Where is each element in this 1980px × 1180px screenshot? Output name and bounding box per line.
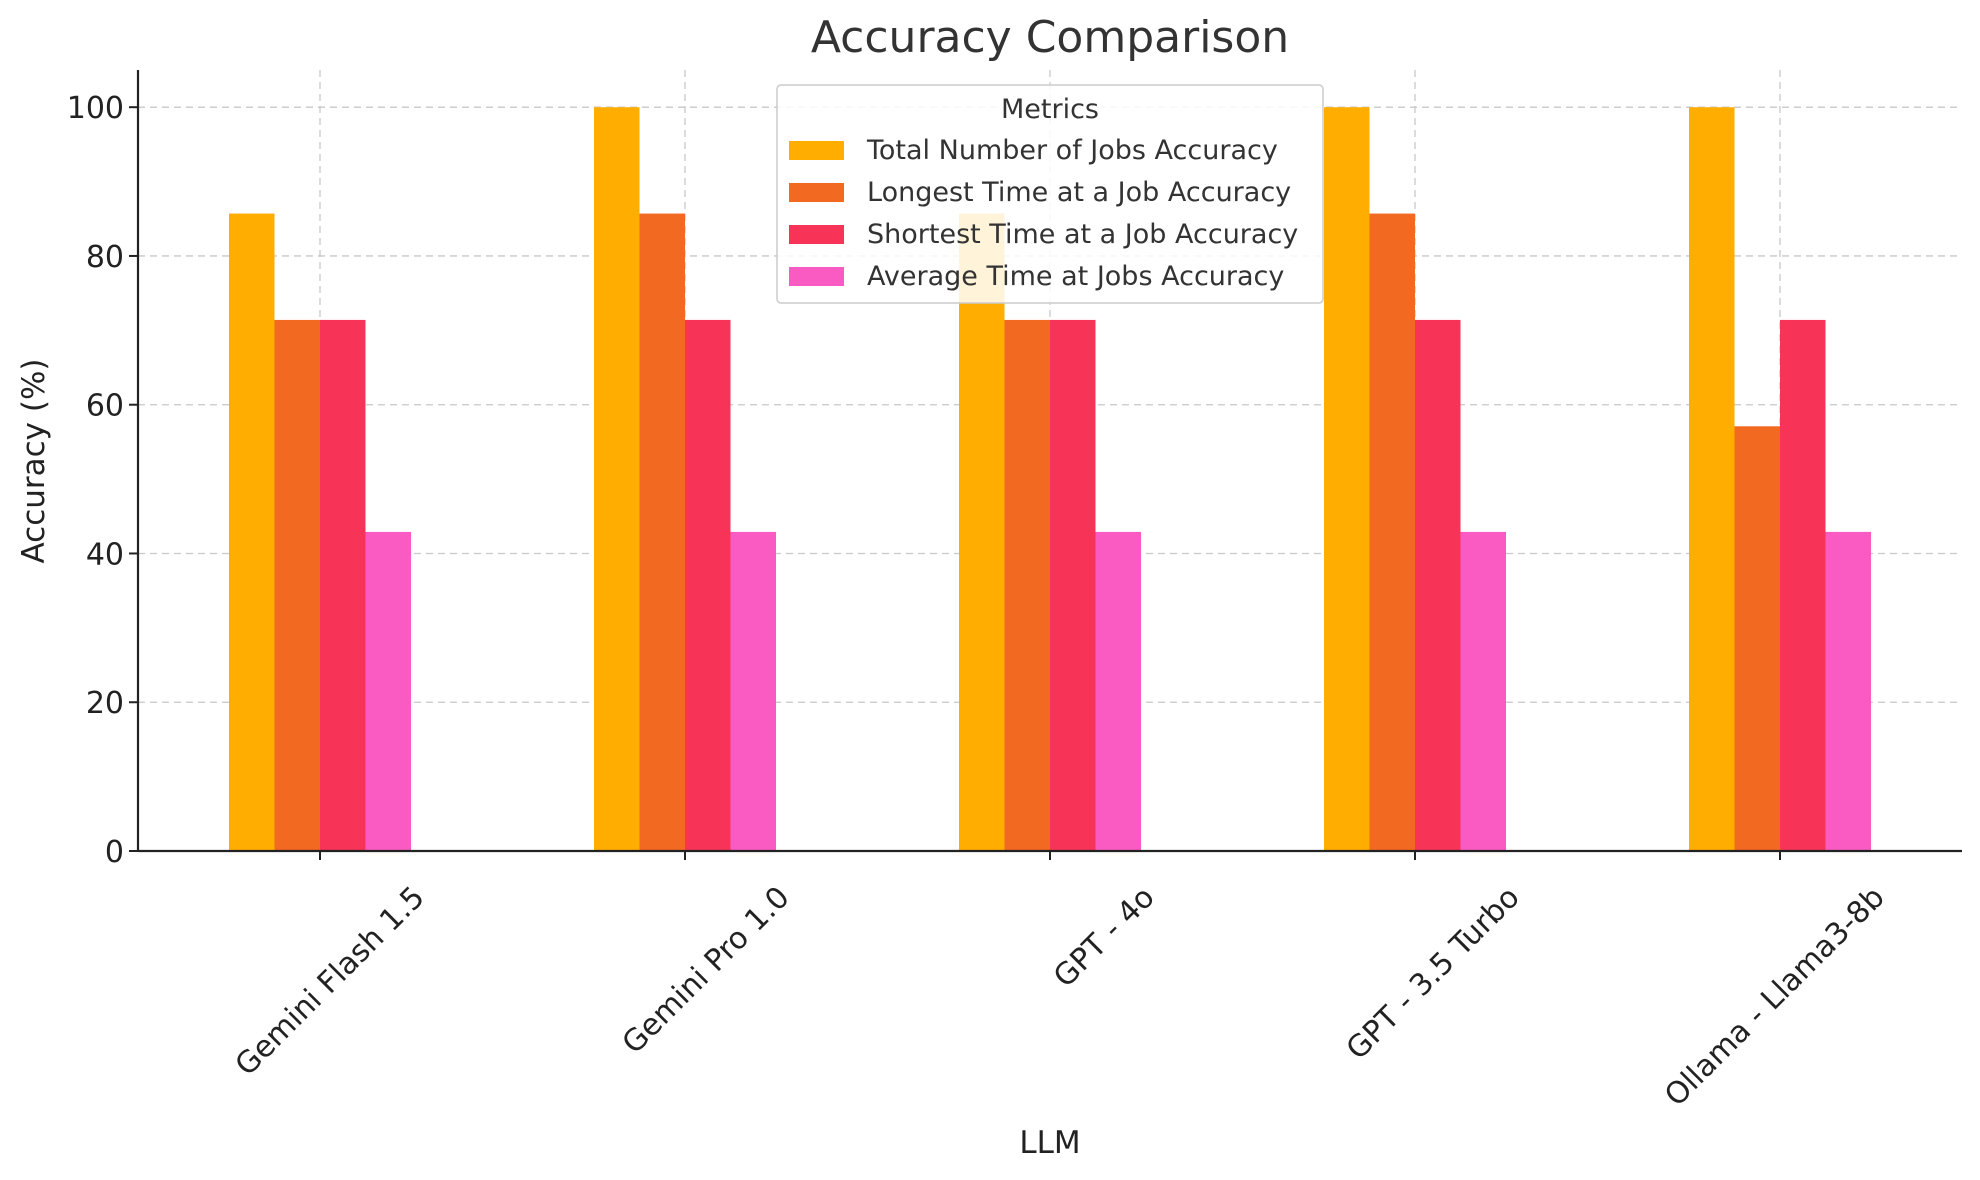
- bar: [1004, 319, 1050, 851]
- y-axis-label: Accuracy (%): [16, 358, 52, 563]
- bar: [1825, 531, 1871, 851]
- legend-title: Metrics: [1001, 94, 1099, 125]
- legend-entry-label: Average Time at Jobs Accuracy: [867, 261, 1284, 292]
- bar: [1689, 107, 1735, 851]
- bar: [1415, 319, 1461, 851]
- legend-swatch: [789, 225, 844, 244]
- bar: [959, 213, 1005, 851]
- bar: [1095, 531, 1141, 851]
- bar: [1734, 426, 1780, 851]
- bar: [594, 107, 640, 851]
- x-tick-label: Gemini Pro 1.0: [616, 880, 797, 1061]
- y-tick-label: 0: [105, 835, 124, 870]
- y-tick-label: 100: [67, 91, 124, 126]
- x-tick-label: GPT - 3.5 Turbo: [1340, 880, 1527, 1067]
- legend-entry-label: Shortest Time at a Job Accuracy: [867, 219, 1298, 250]
- legend-box: [776, 84, 1324, 304]
- bar: [229, 213, 275, 851]
- bar: [1460, 531, 1506, 851]
- bar: [730, 531, 776, 851]
- bar: [274, 319, 320, 851]
- legend-swatch: [789, 183, 844, 202]
- y-tick-label: 80: [86, 240, 124, 275]
- bar: [1324, 107, 1370, 851]
- legend: Metrics Total Number of Jobs Accuracy Long…: [776, 84, 1324, 304]
- x-tick-label: Gemini Flash 1.5: [229, 880, 432, 1083]
- y-tick-label: 20: [86, 686, 124, 721]
- x-axis-label: LLM: [1019, 1125, 1080, 1161]
- bar: [365, 531, 411, 851]
- chart-title: Accuracy Comparison: [811, 12, 1289, 63]
- legend-swatch: [789, 267, 844, 286]
- legend-entry-label: Total Number of Jobs Accuracy: [866, 135, 1278, 166]
- bar: [320, 319, 366, 851]
- y-tick-label: 40: [86, 537, 124, 572]
- bar: [1050, 319, 1096, 851]
- legend-swatch: [789, 141, 844, 160]
- bar: [639, 213, 685, 851]
- bar: [1780, 319, 1826, 851]
- y-tick-label: 60: [86, 389, 124, 424]
- bars: [229, 107, 1871, 851]
- x-tick-label: Ollama - Llama3-8b: [1658, 880, 1892, 1114]
- legend-entry-label: Longest Time at a Job Accuracy: [867, 177, 1291, 208]
- bar: [685, 319, 731, 851]
- y-axis-ticks: 0 20 40 60 80 100: [67, 91, 138, 870]
- bar: [1369, 213, 1415, 851]
- x-axis-ticks: Gemini Flash 1.5 Gemini Pro 1.0 GPT - 4o GP…: [229, 851, 1892, 1113]
- x-tick-label: GPT - 4o: [1047, 880, 1162, 995]
